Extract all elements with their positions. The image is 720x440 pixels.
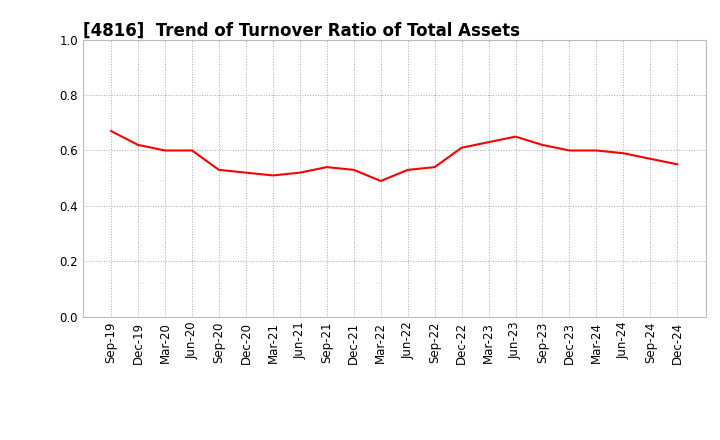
Text: [4816]  Trend of Turnover Ratio of Total Assets: [4816] Trend of Turnover Ratio of Total … [83,22,520,40]
